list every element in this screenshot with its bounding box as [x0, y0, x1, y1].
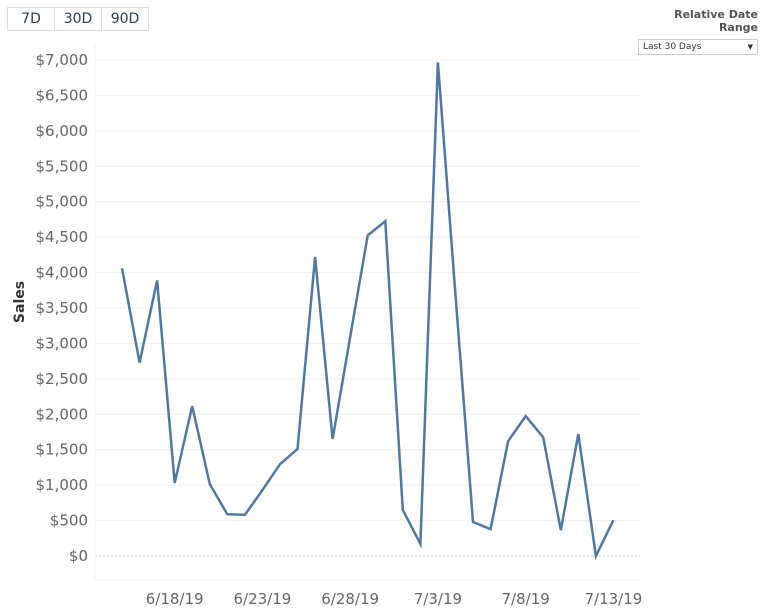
- y-tick-label: $1,500: [36, 441, 89, 459]
- filter-title: Relative Date Range: [674, 8, 758, 34]
- y-tick-label: $0: [69, 547, 88, 565]
- y-axis-title: Sales: [12, 281, 28, 323]
- y-tick-label: $6,500: [36, 86, 89, 104]
- y-tick-label: $4,500: [36, 228, 89, 246]
- 90d-button[interactable]: 90D: [110, 11, 140, 27]
- y-tick-label: $2,500: [36, 370, 89, 388]
- y-tick-label: $4,000: [36, 264, 89, 282]
- range-buttons: 7D 30D 90D: [7, 7, 149, 31]
- y-tick-label: $5,000: [36, 193, 89, 211]
- dropdown-value: Last 30 Days: [643, 42, 702, 52]
- y-tick-label: $5,500: [36, 157, 89, 175]
- x-tick-label: 7/13/19: [584, 590, 642, 608]
- sales-line: [120, 62, 615, 561]
- x-tick-label: 6/28/19: [321, 590, 379, 608]
- x-tick-label: 7/8/19: [502, 590, 550, 608]
- y-tick-label: $500: [50, 512, 88, 530]
- y-tick-label: $1,000: [36, 476, 89, 494]
- 30d-button[interactable]: 30D: [55, 8, 102, 30]
- y-tick-label: $2,000: [36, 405, 89, 423]
- x-tick-label: 6/23/19: [233, 590, 291, 608]
- y-tick-label: $7,000: [36, 51, 89, 69]
- date-range-dropdown[interactable]: Last 30 Days ▼: [638, 39, 758, 55]
- x-tick-label: 6/18/19: [146, 590, 204, 608]
- 7d-button[interactable]: 7D: [8, 8, 55, 30]
- relative-date-filter: Relative Date Range Last 30 Days ▼: [638, 8, 758, 55]
- dropdown-arrow-icon: ▼: [747, 43, 753, 51]
- y-tick-label: $3,500: [36, 299, 89, 317]
- y-tick-label: $6,000: [36, 122, 89, 140]
- y-tick-label: $3,000: [36, 334, 89, 352]
- x-tick-label: 7/3/19: [414, 590, 462, 608]
